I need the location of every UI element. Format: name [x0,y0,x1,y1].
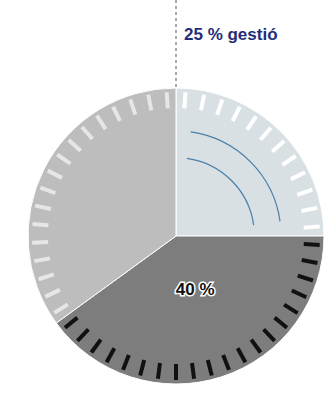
rim-bar [297,190,312,195]
rim-bar [302,208,318,211]
rim-bar [260,128,271,140]
rim-bar [238,348,246,362]
rim-bar [123,355,129,370]
rim-bar [184,92,185,108]
rim-bar [304,244,320,245]
rim-bar [97,116,106,129]
rim-bar [247,116,256,129]
rim-bar [113,107,120,121]
rim-bar [233,107,240,121]
slices [28,88,324,384]
rim-bar [201,95,204,111]
rim-bar [40,188,55,193]
rim-bar [130,99,135,114]
rim-bar [35,206,51,209]
rim-bar [32,240,48,245]
guide-line [176,0,177,88]
rim-bar [57,155,70,164]
rim-bar [82,127,92,139]
rim-bar [264,329,275,341]
rim-bar [48,171,62,178]
rim-bar [39,274,54,279]
rim-bar [284,305,298,314]
contour [187,158,254,225]
rim-bar [291,172,305,179]
rim-bar [304,227,320,228]
rim-bar [251,340,260,353]
rim-bar [282,156,295,165]
rim-bar [298,276,313,281]
rim-bar [148,95,151,111]
rim-bar [174,364,178,380]
rim-bar [217,100,222,115]
rim-bar [223,355,229,370]
rim-bar [192,363,194,379]
rim-bar [275,318,287,328]
rim-bar [65,318,77,328]
rim-bar [272,141,284,152]
rim-bar [302,260,318,263]
rim-bar [34,258,50,261]
rim-bar [69,140,81,151]
chart: 25 % gestió 40 % [0,0,334,395]
slice-label: 25 % gestió [184,25,278,44]
rim-bar [45,290,60,297]
rim-bar [140,360,144,375]
rim-bar [32,224,48,225]
slice [28,88,176,323]
rim-bar [292,290,306,297]
rim-bar [107,348,115,362]
rim-bar [208,360,212,375]
rim-bar [167,92,168,108]
rim-bar [54,304,68,313]
rim-bar [91,340,100,353]
slice-label: 40 % [176,280,215,299]
slice [176,88,324,236]
rim-bar [158,363,160,379]
rim-bar [77,329,88,341]
contour [191,132,280,221]
